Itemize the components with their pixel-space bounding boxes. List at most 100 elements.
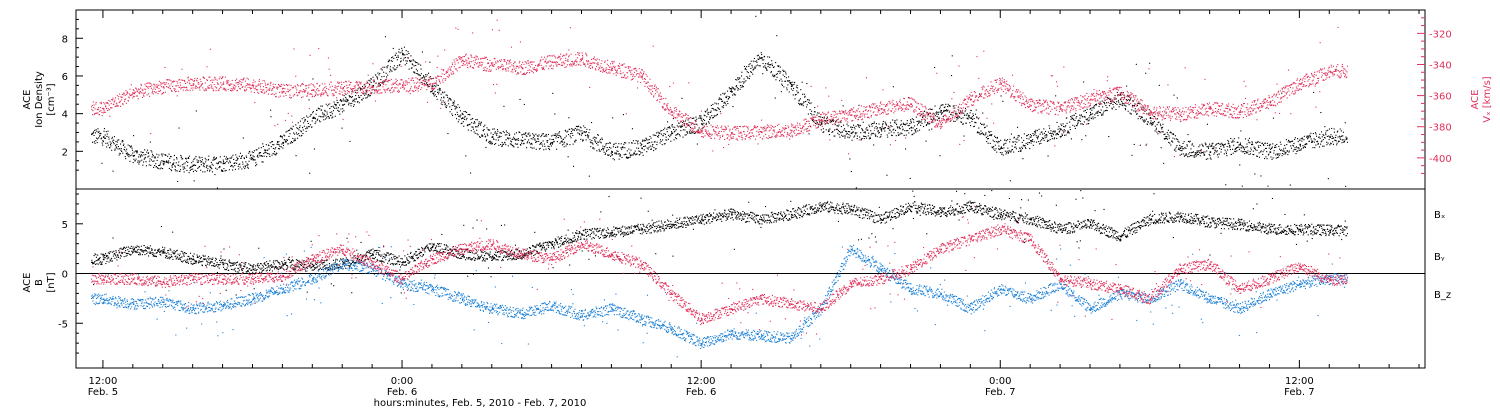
density-series-dot [228,169,230,171]
density-series-dot [652,134,654,136]
density-series-dot [924,119,926,121]
density-series-dot [954,107,956,109]
density-series-dot [291,127,293,129]
density-series-dot [1143,120,1145,122]
density-series-dot [475,126,477,128]
density-series-dot [547,145,549,147]
density-series-dot [431,90,433,92]
vx-series-dot [325,91,327,93]
density-series-dot [451,108,453,110]
density-series-dot [242,163,244,165]
vx-series-dot [405,84,407,86]
density-series-dot [1050,135,1052,137]
density-series-dot [189,169,191,171]
density-series-dot [535,133,537,135]
vx-series-dot [228,80,230,82]
vx-series-dot [340,81,342,83]
vx-series-dot [547,55,549,57]
density-series-dot [92,132,94,134]
density-series-dot [151,151,153,153]
density-series-dot [1023,145,1025,147]
density-series-dot [1187,156,1189,158]
vx-series-dot [227,81,229,83]
density-series-dot [1153,115,1155,117]
density-series-dot [844,135,846,137]
density-series-dot [526,142,528,144]
vx-series-dot [388,87,390,89]
density-series-dot [337,102,339,104]
density-series-dot [1346,141,1348,143]
density-series-dot [1255,142,1257,144]
vx-series-dot [488,69,490,71]
density-series-dot [1150,122,1152,124]
density-series-dot [844,137,846,139]
density-series-dot [1096,111,1098,113]
vx-series-dot [388,79,390,81]
vx-series-dot [124,94,126,96]
density-series-dot [255,165,257,167]
density-series-dot [295,155,297,157]
density-series-dot [182,166,184,168]
density-series-dot [864,131,866,133]
vx-series-dot [308,93,310,95]
density-series-dot [1128,96,1130,98]
density-series-dot [1043,128,1045,130]
density-series-dot [196,161,198,163]
vx-series-dot [157,86,159,88]
density-series-dot [113,136,115,138]
density-series-dot [1321,136,1323,138]
vx-series-dot [92,101,94,103]
density-series-dot [1236,150,1238,152]
density-series-dot [918,120,920,122]
density-series-dot [986,141,988,143]
density-series-dot [433,93,435,95]
density-series-dot [508,134,510,136]
density-series-dot [340,99,342,101]
vx-series-dot [575,59,577,61]
vx-series-dot [484,69,486,71]
density-series-dot [1274,144,1276,146]
density-series-dot [587,134,589,136]
density-series-dot [344,99,346,101]
density-series-dot [743,78,745,80]
density-series-dot [368,94,370,96]
vx-series-dot [301,83,303,85]
density-series-dot [487,135,489,137]
density-series-dot [513,146,515,148]
density-series-dot [1168,137,1170,139]
density-series-dot [870,130,872,132]
vx-series-dot [550,64,552,66]
vx-series-dot [352,91,354,93]
vx-series-dot [477,58,479,60]
vx-series-dot [564,63,566,65]
vx-series-dot [508,67,510,69]
density-series-dot [438,93,440,95]
density-series-dot [390,60,392,62]
vx-series-dot [463,64,465,66]
vx-series-dot [493,57,495,59]
vx-series-dot [338,82,340,84]
top-y2tick-label: -400 [1429,154,1452,165]
vx-series-dot [286,85,288,87]
density-series-dot [853,126,855,128]
vx-series-dot [517,66,519,68]
vx-series-dot [244,90,246,92]
vx-series-dot [376,86,378,88]
vx-series-dot [559,63,561,65]
density-series-dot [916,124,918,126]
density-series-dot [442,100,444,102]
vx-series-dot [236,90,238,92]
vx-series-dot [245,90,247,92]
vx-series-dot [474,62,476,64]
density-series-dot [1037,135,1039,137]
density-series-dot [564,129,566,131]
density-series-dot [847,136,849,138]
density-series-dot [323,113,325,115]
density-series-dot [802,103,804,105]
vx-series-dot [458,67,460,69]
density-series-dot [280,136,282,138]
density-series-dot [452,102,454,104]
density-series-dot [572,143,574,145]
density-series-dot [858,126,860,128]
density-series-dot [805,128,807,130]
